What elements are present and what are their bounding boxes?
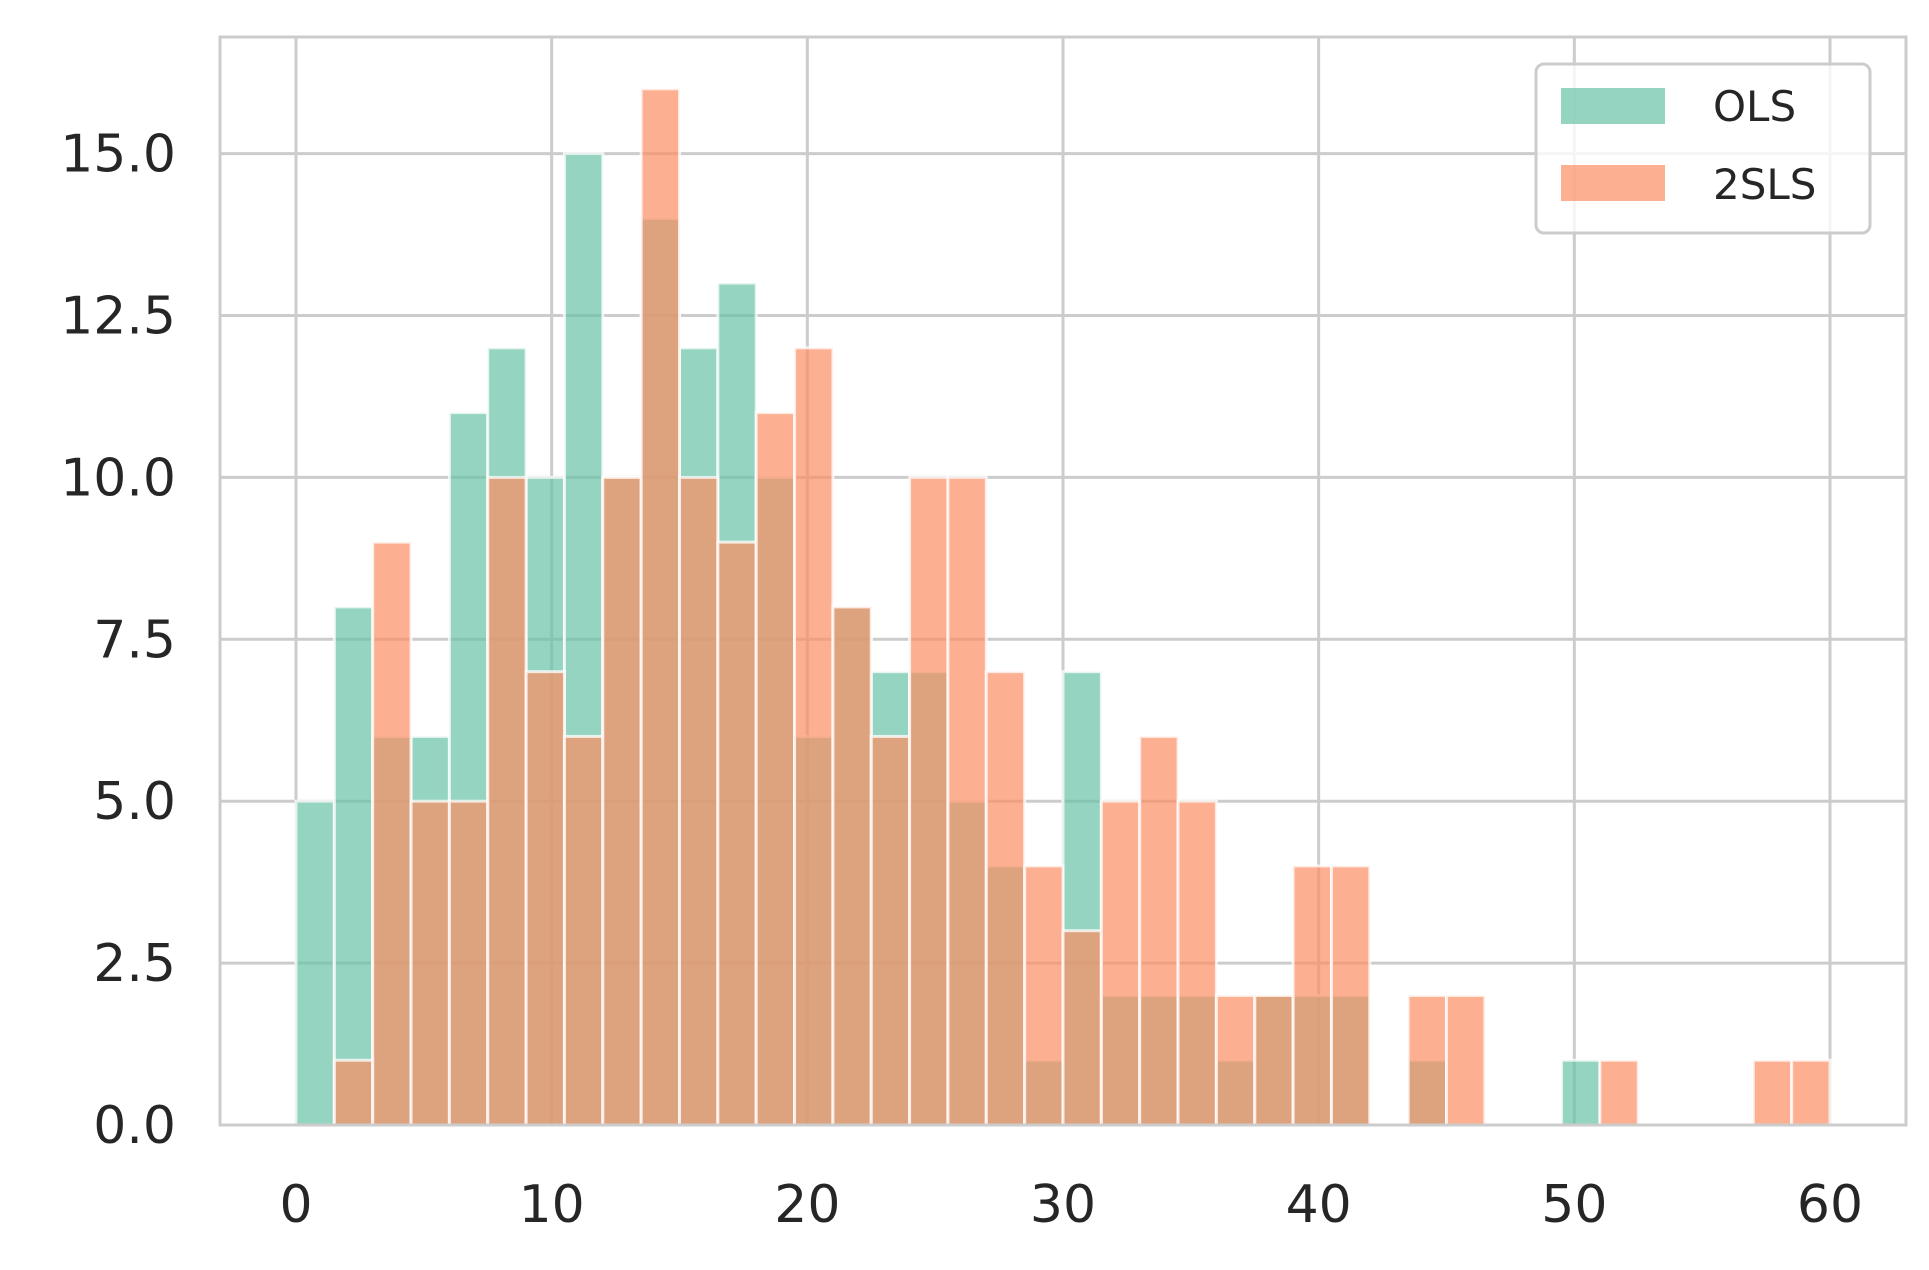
2sls-bar (793, 346, 835, 1127)
x-tick-label: 60 (1797, 1175, 1863, 1235)
y-tick-label: 0.0 (93, 1096, 176, 1156)
legend-label-ols: OLS (1713, 82, 1796, 131)
2sls-bar (524, 670, 566, 1127)
2sls-bar (1138, 734, 1180, 1127)
y-tick-label: 10.0 (60, 448, 176, 508)
2sls-bar (678, 475, 720, 1127)
2sls-bar (1445, 993, 1487, 1127)
legend-label-2sls: 2SLS (1713, 160, 1816, 209)
2sls-bar (1406, 993, 1449, 1127)
2sls-bar (984, 670, 1027, 1127)
2sls-bar (639, 87, 682, 1127)
x-tick-label: 20 (774, 1175, 840, 1235)
2sls-bar (946, 475, 988, 1127)
2sls-bar (371, 540, 413, 1127)
2sls-bar (1023, 864, 1065, 1127)
x-tick-label: 10 (519, 1175, 585, 1235)
y-tick-label: 15.0 (60, 125, 176, 185)
2sls-bar (1790, 1058, 1832, 1127)
ols-bar (1560, 1058, 1602, 1127)
y-tick-label: 2.5 (93, 934, 176, 994)
x-tick-label: 0 (279, 1175, 312, 1235)
2sls-bar (1291, 864, 1333, 1127)
2sls-bar (831, 605, 873, 1127)
2sls-bar (332, 1058, 375, 1127)
2sls-bar (754, 411, 797, 1127)
2sls-bar (447, 799, 490, 1127)
y-axis-tick-labels: 0.0 2.5 5.0 7.5 10.0 12.5 15.0 (60, 125, 176, 1156)
2sls-bar (1176, 799, 1218, 1127)
x-tick-label: 50 (1541, 1175, 1607, 1235)
2sls-bar (1598, 1058, 1640, 1127)
2sls-bars (332, 87, 1832, 1127)
ols-bar (294, 799, 336, 1127)
2sls-bar (1099, 799, 1142, 1127)
x-tick-label: 40 (1286, 1175, 1352, 1235)
2sls-bar (1214, 993, 1257, 1127)
2sls-bar (1061, 929, 1103, 1127)
2sls-bar (1329, 864, 1372, 1127)
y-tick-label: 7.5 (93, 610, 176, 670)
2sls-bar (1253, 993, 1295, 1127)
2sls-bar (716, 540, 758, 1127)
legend-swatch-2sls (1561, 165, 1665, 201)
2sls-bar (869, 734, 912, 1127)
legend: OLS 2SLS (1534, 62, 1872, 235)
y-tick-label: 5.0 (93, 772, 176, 832)
2sls-bar (486, 475, 528, 1127)
x-tick-label: 30 (1030, 1175, 1096, 1235)
2sls-bar (1751, 1058, 1794, 1127)
plot-frame (218, 35, 1908, 1127)
x-axis-tick-labels: 0 10 20 30 40 50 60 (279, 1175, 1863, 1235)
2sls-bar (908, 475, 950, 1127)
2sls-bar (409, 799, 451, 1127)
2sls-bar (601, 475, 643, 1127)
y-tick-label: 12.5 (60, 286, 176, 346)
ols-bar (332, 605, 375, 1127)
legend-swatch-ols (1561, 88, 1665, 124)
2sls-bar (562, 734, 605, 1127)
